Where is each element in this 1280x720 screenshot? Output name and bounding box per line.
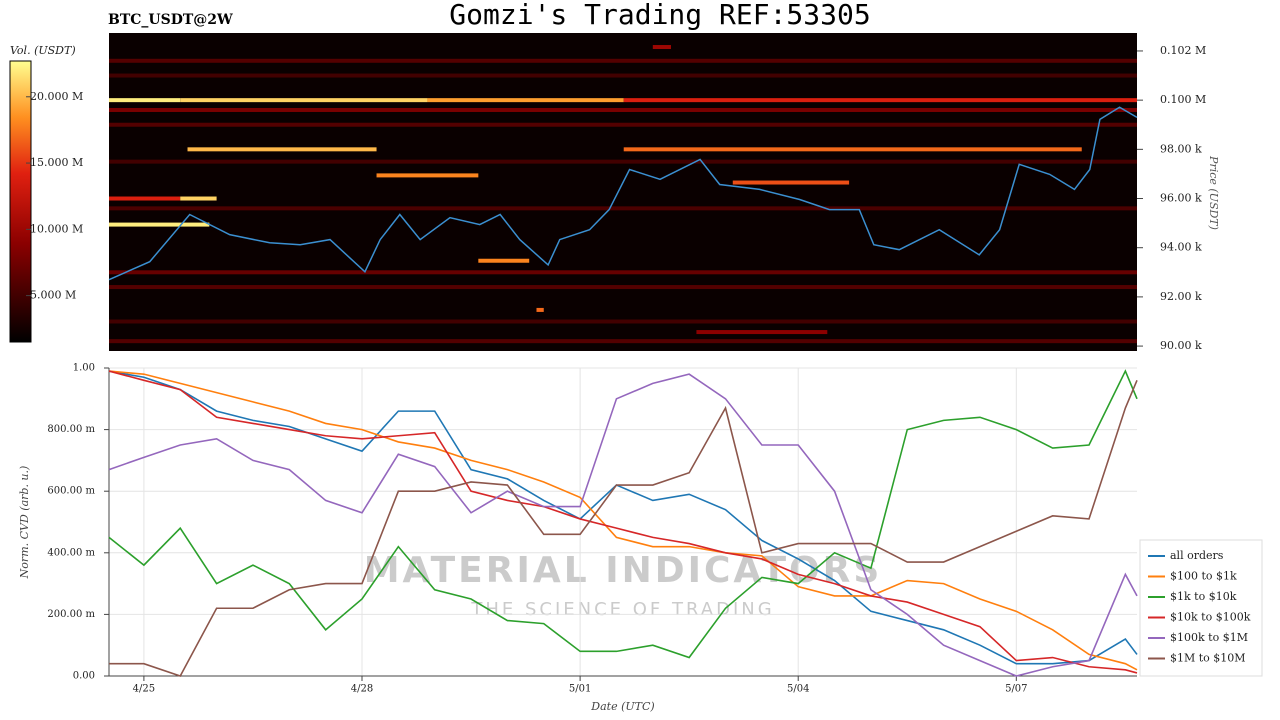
watermark-sub: THE SCIENCE OF TRADING bbox=[470, 599, 774, 620]
liquidity-level bbox=[376, 173, 479, 178]
cvd-line bbox=[108, 373, 1138, 677]
x-tick-label: 4/28 bbox=[351, 684, 373, 695]
legend bbox=[1139, 539, 1263, 677]
liquidity-level bbox=[109, 98, 181, 103]
y-tick-label: 92.00 k bbox=[1160, 290, 1202, 303]
x-tick-label: 5/07 bbox=[1005, 684, 1027, 695]
cvd-line bbox=[109, 380, 1138, 677]
watermark: MATERIAL INDICATORS bbox=[364, 550, 883, 591]
price-line bbox=[108, 106, 1138, 281]
y-tick-label: 0.100 M bbox=[1160, 93, 1206, 106]
liquidity-level bbox=[109, 319, 1137, 324]
y-tick-label: 90.00 k bbox=[1160, 339, 1202, 352]
liquidity-level bbox=[109, 339, 1137, 344]
liquidity-level bbox=[427, 98, 624, 103]
x-tick-label: 4/25 bbox=[133, 684, 155, 695]
liquidity-level bbox=[696, 330, 828, 335]
cvd-line bbox=[108, 370, 1138, 674]
liquidity-level bbox=[109, 285, 1137, 290]
y-tick-label: 1.00 bbox=[73, 363, 95, 374]
x-tick-label: 5/04 bbox=[787, 684, 809, 695]
liquidity-level bbox=[109, 107, 1137, 112]
legend-label: $1M to $10M bbox=[1170, 652, 1246, 665]
liquidity-level bbox=[109, 222, 210, 227]
liquidity-level bbox=[180, 98, 428, 103]
liquidity-level bbox=[109, 270, 1137, 275]
liquidity-level bbox=[478, 258, 530, 263]
y-tick-label: 0.00 bbox=[73, 671, 95, 682]
legend-label: $100k to $1M bbox=[1170, 631, 1248, 644]
cvd-area bbox=[109, 368, 1137, 676]
colorbar-tick-label: 15.000 M bbox=[30, 156, 83, 169]
page-title: Gomzi's Trading REF:53305 bbox=[449, 0, 870, 31]
liquidity-level bbox=[187, 147, 377, 152]
liquidity-level bbox=[623, 98, 1137, 103]
colorbar-label: Vol. (USDT) bbox=[10, 44, 76, 57]
legend-label: all orders bbox=[1170, 549, 1224, 562]
colorbar-tick-label: 5.000 M bbox=[30, 289, 76, 302]
liquidity-level bbox=[109, 122, 1137, 127]
x-tick-label: 5/01 bbox=[569, 684, 591, 695]
liquidity-level bbox=[652, 45, 671, 50]
y-axis-label: Norm. CVD (arb. u.) bbox=[18, 466, 31, 580]
colorbar-tick-label: 20.000 M bbox=[30, 90, 83, 103]
liquidity-level bbox=[180, 196, 217, 201]
y-axis-label: Price (USDT) bbox=[1207, 155, 1220, 230]
x-axis-label: Date (UTC) bbox=[590, 700, 654, 713]
legend-label: $100 to $1k bbox=[1170, 570, 1237, 583]
y-tick-label: 94.00 k bbox=[1160, 241, 1202, 254]
colorbar-tick-label: 10.000 M bbox=[30, 222, 83, 235]
y-tick-label: 96.00 k bbox=[1160, 192, 1202, 205]
y-tick-label: 98.00 k bbox=[1160, 142, 1202, 155]
cvd-line bbox=[108, 370, 1138, 671]
liquidity-level bbox=[536, 307, 544, 312]
heatmap-area bbox=[109, 33, 1137, 351]
liquidity-level bbox=[109, 206, 1137, 211]
y-tick-label: 600.00 m bbox=[47, 486, 95, 497]
legend-label: $10k to $100k bbox=[1170, 611, 1251, 624]
legend-label: $1k to $10k bbox=[1170, 590, 1237, 603]
colorbar bbox=[9, 60, 32, 343]
y-tick-label: 0.102 M bbox=[1160, 44, 1206, 57]
liquidity-level bbox=[623, 147, 1082, 152]
cvd-line bbox=[108, 369, 1138, 659]
liquidity-level bbox=[109, 196, 181, 201]
y-tick-label: 200.00 m bbox=[47, 609, 95, 620]
liquidity-level bbox=[109, 159, 1137, 164]
y-tick-label: 800.00 m bbox=[47, 424, 95, 435]
liquidity-level bbox=[109, 73, 1137, 78]
cvd-line bbox=[108, 370, 1138, 665]
liquidity-level bbox=[732, 180, 850, 185]
liquidity-level bbox=[109, 58, 1137, 63]
chart-title: BTC_USDT@2W bbox=[108, 12, 233, 28]
y-tick-label: 400.00 m bbox=[47, 547, 95, 558]
